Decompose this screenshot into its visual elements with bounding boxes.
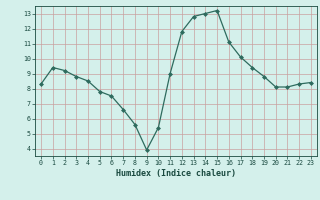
X-axis label: Humidex (Indice chaleur): Humidex (Indice chaleur) [116, 169, 236, 178]
